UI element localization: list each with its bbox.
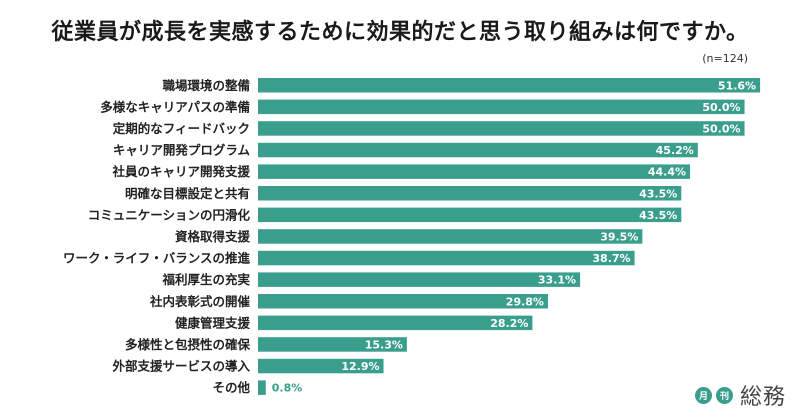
brand-name: 総務 [739, 385, 786, 410]
bar [258, 315, 533, 331]
bar [258, 337, 407, 352]
bar [258, 78, 761, 93]
bar [258, 250, 635, 266]
bar [258, 380, 266, 395]
bar [258, 272, 581, 287]
bar [258, 99, 745, 115]
value-label: 38.7% [592, 252, 630, 265]
category-label: 健康管理支援 [175, 315, 251, 330]
brand-badge-1: 月 [694, 386, 712, 404]
category-label: 多様性と包摂性の確保 [125, 337, 251, 352]
bar [258, 294, 548, 309]
category-label: 定期的なフィードバック [112, 121, 250, 136]
value-label: 50.0% [702, 101, 740, 114]
category-label: 福利厚生の充実 [161, 272, 250, 287]
bar [258, 229, 643, 244]
category-label: 外部支援サービスの導入 [111, 359, 250, 374]
value-label: 33.1% [538, 274, 576, 287]
value-label: 44.4% [648, 166, 686, 179]
category-label: 明確な目標設定と共有 [125, 186, 250, 201]
bar [258, 121, 745, 136]
bar [258, 142, 698, 158]
value-label: 39.5% [600, 230, 638, 243]
value-label: 43.5% [639, 187, 677, 200]
bar [258, 358, 384, 374]
category-label: 資格取得支援 [175, 229, 251, 244]
brand-badge-2: 刊 [715, 386, 733, 404]
value-label: 28.2% [490, 317, 528, 330]
value-label: 43.5% [639, 209, 677, 222]
value-label: 0.8% [272, 382, 303, 395]
value-label: 29.8% [506, 295, 544, 308]
chart-title: 従業員が成長を実感するために効果的だと思う取り組みは何ですか。 [51, 20, 749, 45]
value-label: 45.2% [656, 144, 694, 157]
bar [258, 207, 682, 223]
category-label: 社内表彰式の開催 [149, 294, 251, 309]
category-label: 多様なキャリアパスの準備 [100, 99, 250, 114]
category-label: ワーク・ライフ・バランスの推進 [63, 251, 251, 266]
sample-size-note: (n=124) [702, 52, 748, 65]
category-label: その他 [212, 380, 250, 395]
bar [258, 186, 682, 201]
category-label: コミュニケーションの円滑化 [88, 207, 251, 222]
value-label: 51.6% [718, 79, 756, 92]
category-label: 社員のキャリア開発支援 [111, 164, 250, 179]
bar [258, 164, 691, 179]
category-label: 職場環境の整備 [162, 78, 250, 93]
category-label: キャリア開発プログラム [113, 143, 251, 158]
value-label: 15.3% [365, 338, 403, 351]
brand-logo: 月 刊 総務 [694, 379, 786, 411]
value-label: 50.0% [702, 122, 740, 135]
value-label: 12.9% [341, 360, 379, 373]
